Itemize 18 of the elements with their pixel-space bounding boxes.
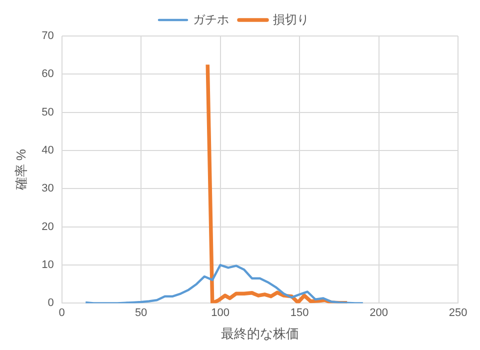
x-tick-label: 0 [58,306,65,319]
x-axis-title: 最終的な株価 [220,326,299,341]
x-tick-label: 150 [290,306,309,319]
x-tick-label: 200 [370,306,388,319]
legend-label: ガチホ [193,12,229,26]
x-tick-label: 50 [134,306,148,319]
y-tick-label: 10 [42,259,54,272]
y-tick-label: 60 [42,68,54,80]
y-tick-label: 0 [48,297,54,310]
y-tick-label: 50 [42,106,54,118]
y-tick-label: 20 [42,220,54,233]
x-tick-label: 250 [448,306,468,319]
legend-label: 損切り [273,12,309,26]
y-tick-label: 70 [42,30,54,42]
y-axis-title: 確率 % [13,148,28,192]
y-tick-label: 40 [42,144,54,157]
y-tick-label: 30 [42,182,54,195]
x-tick-label: 100 [211,306,230,319]
